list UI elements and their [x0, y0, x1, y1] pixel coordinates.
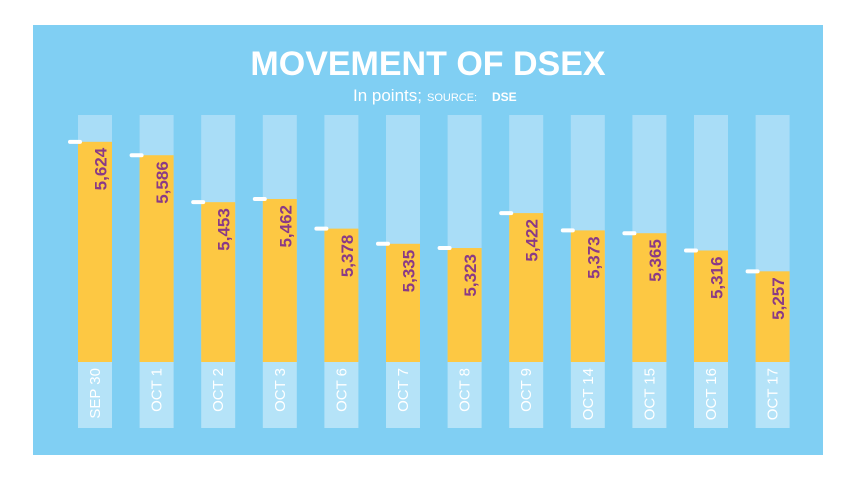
label-track: [755, 362, 790, 428]
bar: [139, 155, 174, 362]
x-tick-label: SEP 30: [87, 368, 104, 419]
bar: [755, 271, 790, 362]
value-label: 5,257: [769, 277, 788, 320]
bar-marker: [745, 269, 760, 274]
x-tick-label: OCT 15: [641, 368, 658, 420]
value-label: 5,462: [276, 205, 295, 248]
label-track: [694, 362, 728, 428]
label-track: [262, 362, 297, 428]
bar-marker: [252, 196, 267, 201]
value-label: 5,378: [338, 235, 357, 278]
label-track: [447, 362, 482, 428]
bar: [694, 250, 728, 362]
value-label: 5,586: [153, 161, 172, 204]
x-tick-label: OCT 2: [210, 368, 227, 412]
value-label: 5,316: [707, 256, 726, 299]
bar: [570, 230, 605, 362]
bar: [632, 233, 667, 362]
bar-marker: [437, 246, 452, 251]
bar-marker: [684, 248, 698, 253]
x-tick-label: OCT 6: [333, 368, 350, 412]
x-tick-label: OCT 9: [518, 368, 535, 412]
label-track: [201, 362, 236, 428]
value-label: 5,335: [399, 250, 418, 293]
x-tick-label: OCT 3: [272, 368, 289, 412]
bar-marker: [560, 228, 575, 233]
bar: [201, 202, 236, 362]
bar-marker: [191, 200, 206, 205]
bar: [386, 243, 420, 362]
chart-title: MOVEMENT OF DSEX: [250, 45, 605, 83]
bar: [78, 141, 112, 362]
value-label: 5,624: [91, 147, 110, 190]
bar-marker: [68, 139, 82, 144]
value-label: 5,373: [584, 236, 603, 279]
x-tick-label: OCT 14: [580, 368, 597, 420]
bar-marker: [499, 211, 514, 216]
bar: [509, 213, 544, 362]
label-track: [139, 362, 174, 428]
x-tick-label: OCT 16: [703, 368, 720, 420]
label-track: [509, 362, 544, 428]
x-tick-label: OCT 17: [765, 368, 782, 420]
x-tick-label: OCT 8: [457, 368, 474, 412]
value-label: 5,323: [461, 254, 480, 297]
source-label: SOURCE:: [427, 92, 477, 104]
bar-marker: [314, 226, 329, 231]
label-track: [78, 362, 112, 428]
bar: [447, 248, 482, 362]
x-tick-label: OCT 1: [149, 368, 166, 412]
label-track: [324, 362, 359, 428]
value-label: 5,453: [215, 208, 234, 251]
value-label: 5,422: [523, 219, 542, 262]
bar: [262, 198, 297, 362]
label-track: [632, 362, 667, 428]
x-tick-label: OCT 7: [395, 368, 412, 412]
bar-marker: [622, 231, 637, 236]
value-label: 5,365: [646, 239, 665, 282]
label-track: [570, 362, 605, 428]
bar: [324, 228, 359, 362]
subtitle: In points;: [353, 86, 422, 105]
source: DSE: [492, 90, 517, 104]
bar-marker: [129, 153, 144, 158]
label-track: [386, 362, 420, 428]
bar-marker: [376, 241, 390, 246]
